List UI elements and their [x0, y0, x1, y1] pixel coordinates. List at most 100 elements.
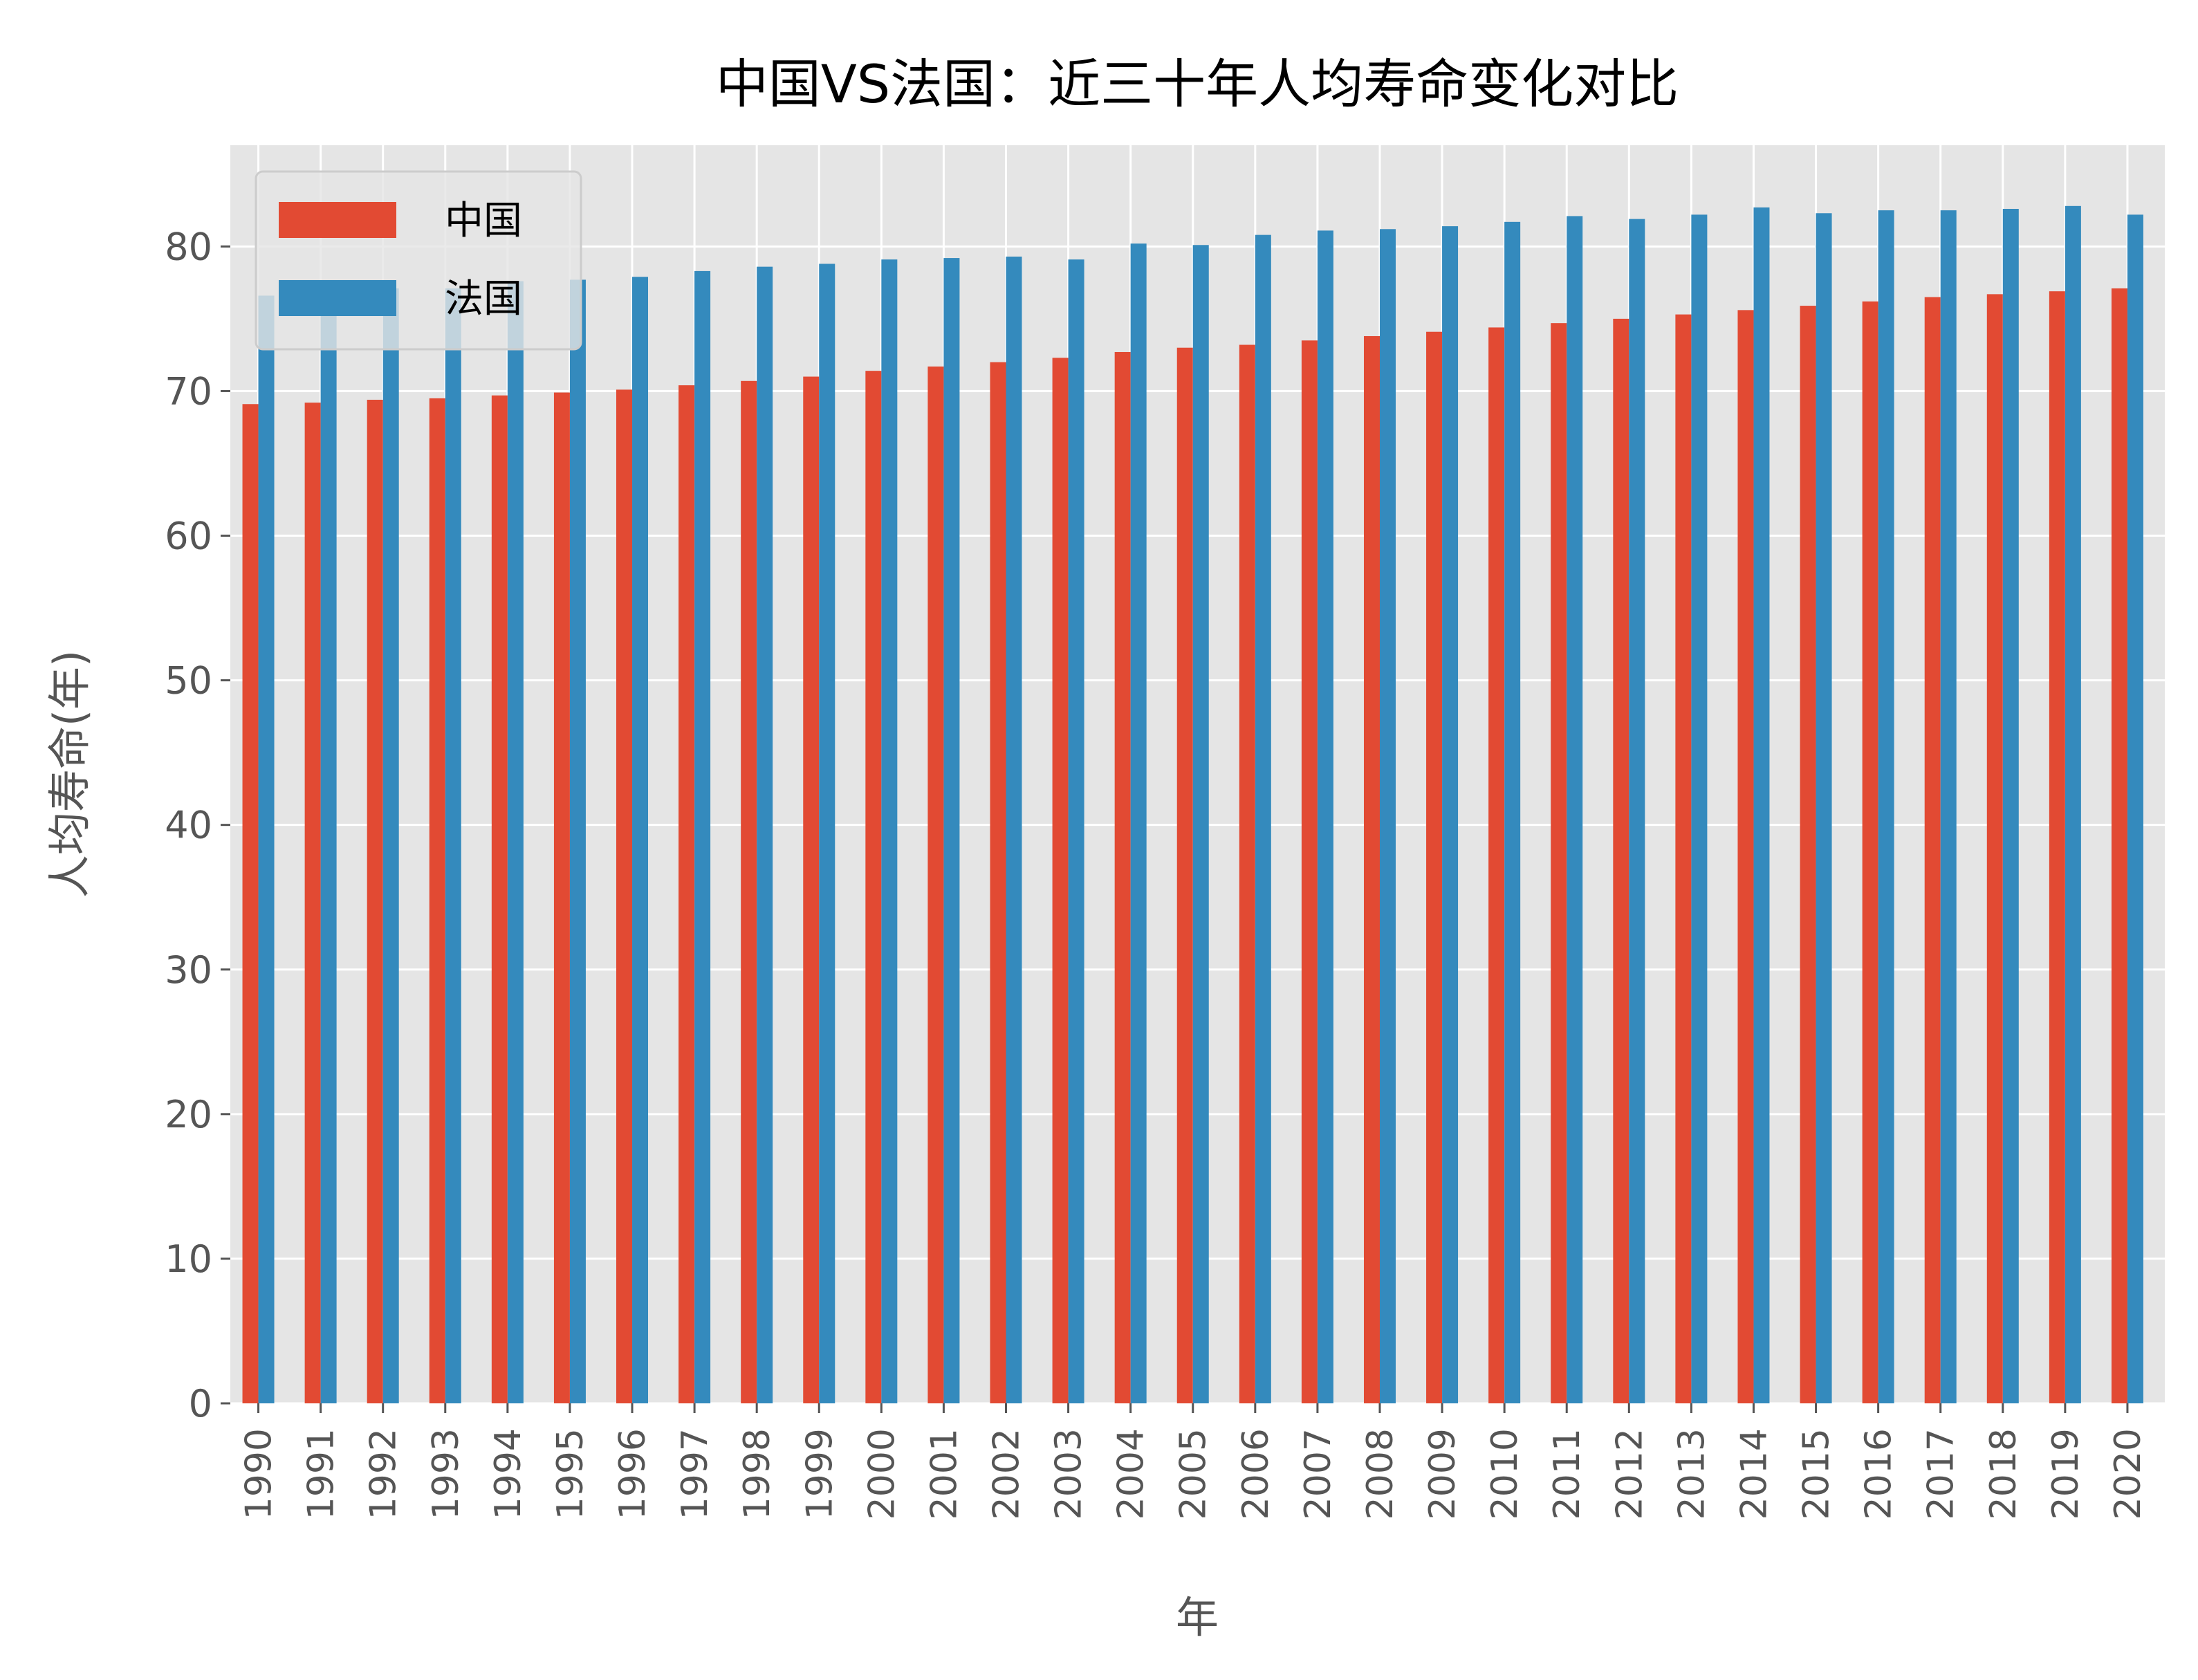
bar-china: [741, 380, 757, 1403]
x-tick-label: 2001: [923, 1428, 965, 1520]
x-tick-label: 2000: [861, 1428, 903, 1520]
y-tick-label: 80: [165, 225, 212, 268]
bar-china: [678, 385, 695, 1404]
bar-china: [1426, 331, 1443, 1403]
x-tick-label: 2007: [1297, 1428, 1339, 1520]
bar-france: [1691, 214, 1708, 1403]
x-tick-label: 2003: [1049, 1428, 1090, 1520]
x-tick-label: 2019: [2045, 1428, 2087, 1520]
x-tick-label: 2005: [1173, 1428, 1215, 1520]
y-axis: 0 10 20 30 40 50 60 70 80: [165, 225, 230, 1425]
bar-china: [927, 366, 944, 1404]
x-tick-label: 2016: [1858, 1428, 1900, 1520]
x-tick-label: 1990: [239, 1428, 280, 1520]
bar-china: [367, 399, 383, 1403]
bar-china: [242, 404, 259, 1403]
bar-china: [1488, 327, 1505, 1403]
x-tick-label: 2020: [2107, 1428, 2149, 1520]
bar-china: [1176, 347, 1193, 1403]
bars: [242, 205, 2143, 1404]
bar-china: [1675, 314, 1692, 1403]
bar-france: [1753, 207, 1770, 1404]
x-tick-label: 1993: [425, 1428, 467, 1520]
y-tick-label: 20: [165, 1093, 212, 1136]
x-tick-label: 2013: [1671, 1428, 1712, 1520]
x-tick-label: 2002: [986, 1428, 1028, 1520]
x-tick-label: 2004: [1111, 1428, 1152, 1520]
y-axis-label: 人均寿命(年): [44, 650, 95, 898]
x-tick-label: 2006: [1235, 1428, 1277, 1520]
bar-france: [881, 259, 898, 1403]
bar-france: [1816, 213, 1832, 1403]
bar-france: [320, 291, 337, 1403]
bar-china: [1363, 335, 1380, 1403]
bar-france: [2065, 205, 2081, 1404]
x-tick-label: 2012: [1609, 1428, 1650, 1520]
bar-china: [1986, 294, 2003, 1403]
bar-france: [1255, 234, 1271, 1403]
bar-china: [1551, 323, 1567, 1404]
legend-label-china: 中国: [445, 199, 522, 243]
x-tick-label: 2017: [1921, 1428, 1962, 1520]
x-tick-label: 2010: [1484, 1428, 1526, 1520]
bar-france: [258, 295, 275, 1404]
bar-china: [491, 395, 508, 1403]
chart-title: 中国VS法国：近三十年人均寿命变化对比: [716, 53, 1679, 115]
legend-swatch-china: [279, 202, 396, 238]
y-tick-label: 60: [165, 515, 212, 558]
bar-france: [943, 258, 960, 1403]
bar-france: [819, 264, 835, 1403]
bar-france: [569, 279, 586, 1403]
x-tick-label: 2011: [1546, 1428, 1588, 1520]
x-tick-label: 2018: [1983, 1428, 2024, 1520]
bar-china: [1613, 318, 1629, 1404]
bar-france: [1379, 229, 1396, 1404]
x-axis-label: 年: [1176, 1592, 1219, 1643]
bar-france: [1130, 243, 1147, 1404]
bar-china: [1924, 297, 1941, 1404]
bar-france: [632, 277, 649, 1404]
x-tick-label: 1992: [363, 1428, 405, 1520]
x-tick-label: 1999: [799, 1428, 840, 1520]
y-tick-label: 0: [189, 1382, 212, 1425]
bar-france: [2127, 214, 2143, 1403]
bar-china: [1737, 310, 1754, 1404]
legend-swatch-france: [279, 280, 396, 316]
bar-china: [1862, 301, 1878, 1403]
legend-label-france: 法国: [445, 277, 522, 322]
bar-china: [990, 362, 1006, 1404]
bar-france: [1629, 219, 1645, 1403]
bar-china: [553, 392, 570, 1403]
bar-china: [1301, 340, 1318, 1404]
bar-china: [304, 403, 321, 1403]
bar-france: [2002, 208, 2019, 1404]
bar-france: [1192, 245, 1209, 1403]
legend: 中国 法国: [255, 170, 582, 351]
bar-france: [1504, 221, 1521, 1404]
bar-china: [429, 398, 445, 1403]
x-axis: 1990 1991 1992 1993 1994 1995 1996 1997 1998 1999…: [239, 1403, 2149, 1520]
x-tick-label: 2015: [1796, 1428, 1838, 1520]
bar-france: [1442, 226, 1459, 1403]
y-tick-label: 30: [165, 948, 212, 992]
y-tick-label: 50: [165, 659, 212, 703]
bar-france: [757, 266, 773, 1404]
x-tick-label: 2008: [1360, 1428, 1401, 1520]
bar-china: [2111, 288, 2127, 1404]
bar-china: [865, 371, 882, 1403]
bar-china: [803, 376, 820, 1403]
x-tick-label: 1997: [674, 1428, 716, 1520]
bar-china: [2049, 291, 2065, 1403]
bar-china: [1239, 344, 1255, 1404]
x-tick-label: 1996: [612, 1428, 654, 1520]
x-tick-label: 1994: [488, 1428, 529, 1520]
bar-france: [1878, 210, 1894, 1404]
x-tick-label: 1991: [301, 1428, 342, 1520]
bar-france: [445, 288, 461, 1404]
bar-china: [1800, 306, 1816, 1403]
bar-france: [507, 281, 524, 1403]
y-tick-label: 70: [165, 369, 212, 413]
bar-france: [1068, 259, 1084, 1403]
bar-france: [382, 288, 399, 1404]
